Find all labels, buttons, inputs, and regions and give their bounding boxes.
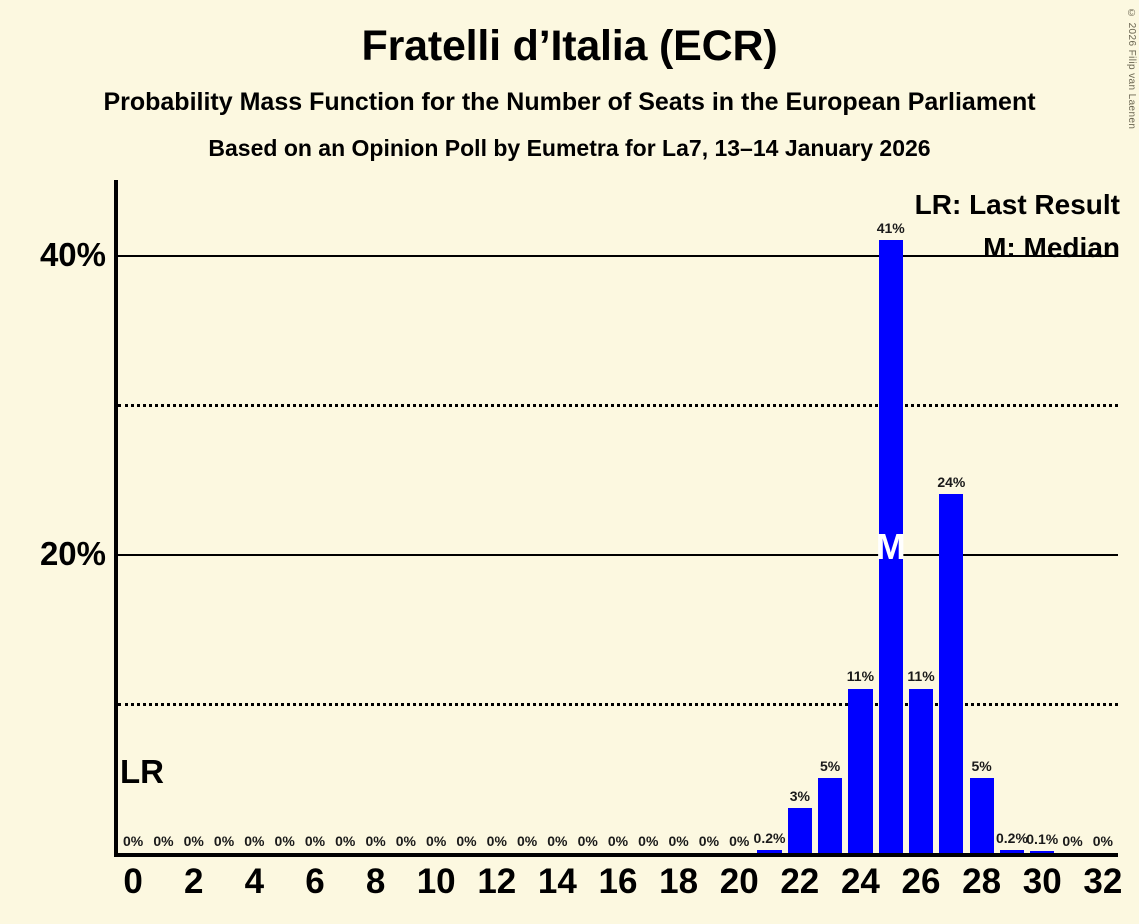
- gridline-solid: [118, 553, 1118, 556]
- chart-header: Fratelli d’Italia (ECR) Probability Mass…: [0, 0, 1139, 162]
- bar: [878, 239, 903, 853]
- bar-value-label: 0.2%: [995, 830, 1028, 846]
- median-marker: M: [875, 525, 906, 567]
- y-axis-line: [114, 180, 118, 855]
- gridline-solid: [118, 254, 1118, 257]
- bar-value-label: 0%: [547, 833, 568, 849]
- bar-value-label: 11%: [846, 668, 875, 685]
- bar-value-label: 0%: [244, 833, 265, 849]
- x-axis-tick-label: 28: [962, 862, 1002, 901]
- x-axis-tick-label: 20: [719, 862, 759, 901]
- bar-value-label: 0%: [395, 833, 416, 849]
- bar-value-label: 0%: [123, 833, 144, 849]
- x-axis-tick-label: 22: [780, 862, 820, 901]
- bar-value-label: 0.1%: [1026, 830, 1059, 847]
- plot-area: 0% 0% 0% 0% 0% 0% 0% 0% 0% 0% 0% 0% 0% 0% 0% 0% 0% 0% 0% 0%…: [114, 180, 1118, 857]
- bar-value-label: 0%: [183, 833, 204, 849]
- bar-value-label: 0%: [213, 833, 235, 849]
- y-axis-tick-label: 40%: [39, 235, 106, 273]
- bar-value-label: 5%: [819, 758, 841, 775]
- chart-legend: LR: Last Result M: Median: [915, 183, 1120, 270]
- last-result-marker: LR: [120, 753, 164, 790]
- x-axis-tick-label: 30: [1022, 862, 1062, 901]
- legend-item-last-result: LR: Last Result: [914, 189, 1120, 220]
- bar-value-label: 0%: [365, 833, 386, 849]
- bar-value-label: 0%: [1062, 833, 1083, 849]
- legend-item-median: M: Median: [983, 232, 1120, 264]
- x-axis-tick-label: 18: [659, 862, 699, 901]
- y-axis-labels: 20% 40%: [0, 180, 112, 853]
- x-axis-tick-label: 0: [123, 862, 143, 901]
- bar-value-label: 24%: [937, 474, 966, 491]
- x-axis-tick-label: 2: [184, 862, 204, 901]
- x-axis-tick-label: 32: [1083, 862, 1123, 901]
- bar-value-label: 0%: [1092, 833, 1113, 849]
- chart-subtitle: Probability Mass Function for the Number…: [103, 88, 1036, 116]
- copyright-notice: © 2026 Filip van Laenen: [1126, 8, 1137, 130]
- bar-value-label: 0%: [729, 833, 750, 849]
- bar-value-label: 0%: [668, 833, 689, 849]
- bar-value-label: 0%: [577, 833, 598, 849]
- x-axis-tick-label: 10: [416, 862, 456, 901]
- bar-value-label: 0%: [638, 833, 659, 849]
- x-axis-tick-label: 16: [598, 862, 638, 901]
- bar-value-label: 0%: [153, 833, 174, 849]
- x-axis-tick-label: 14: [537, 862, 577, 901]
- bar-value-label: 0%: [698, 833, 720, 849]
- gridline-dotted: [118, 404, 1118, 408]
- bar-value-label: 0%: [516, 833, 538, 849]
- bar-value-label: 0%: [486, 833, 507, 849]
- bar: [848, 688, 873, 853]
- bar-value-label: 3%: [789, 788, 810, 805]
- bar: [1030, 850, 1055, 853]
- gridline-dotted: [118, 703, 1118, 707]
- bar-value-label: 0%: [426, 833, 447, 849]
- bar-value-label: 0%: [274, 833, 295, 849]
- bar-value-label: 0%: [304, 833, 326, 849]
- x-axis-tick-label: 6: [305, 862, 325, 901]
- bar-value-label: 41%: [876, 219, 905, 236]
- bar: [969, 778, 994, 853]
- bar: [818, 778, 843, 853]
- x-axis-tick-label: 4: [244, 862, 265, 901]
- bar-value-label: 0%: [607, 833, 629, 849]
- x-axis-tick-label: 26: [901, 862, 941, 901]
- x-axis-line: [114, 853, 1118, 857]
- bar-value-label: 0%: [456, 833, 477, 849]
- bar: [787, 808, 812, 853]
- x-axis-tick-label: 24: [840, 862, 880, 901]
- bar: [999, 850, 1025, 853]
- y-axis-tick-label: 20%: [39, 534, 106, 572]
- bar-value-label: 0.2%: [753, 830, 786, 846]
- bar-value-label: 11%: [907, 668, 935, 685]
- x-axis-tick-label: 12: [477, 862, 517, 901]
- bar-value-label: 5%: [971, 758, 992, 775]
- x-axis-labels: 0 2 4 6 8 10 12 14 16 18 20 22 24 26 28 30 32: [118, 862, 1122, 917]
- bar: [908, 688, 934, 853]
- bar-value-label: 0%: [335, 833, 356, 849]
- bar: [939, 494, 964, 853]
- page-title: Fratelli d’Italia (ECR): [361, 22, 778, 70]
- bar: [757, 850, 782, 853]
- x-axis-tick-label: 8: [365, 862, 386, 901]
- chart-source-line: Based on an Opinion Poll by Eumetra for …: [208, 135, 931, 161]
